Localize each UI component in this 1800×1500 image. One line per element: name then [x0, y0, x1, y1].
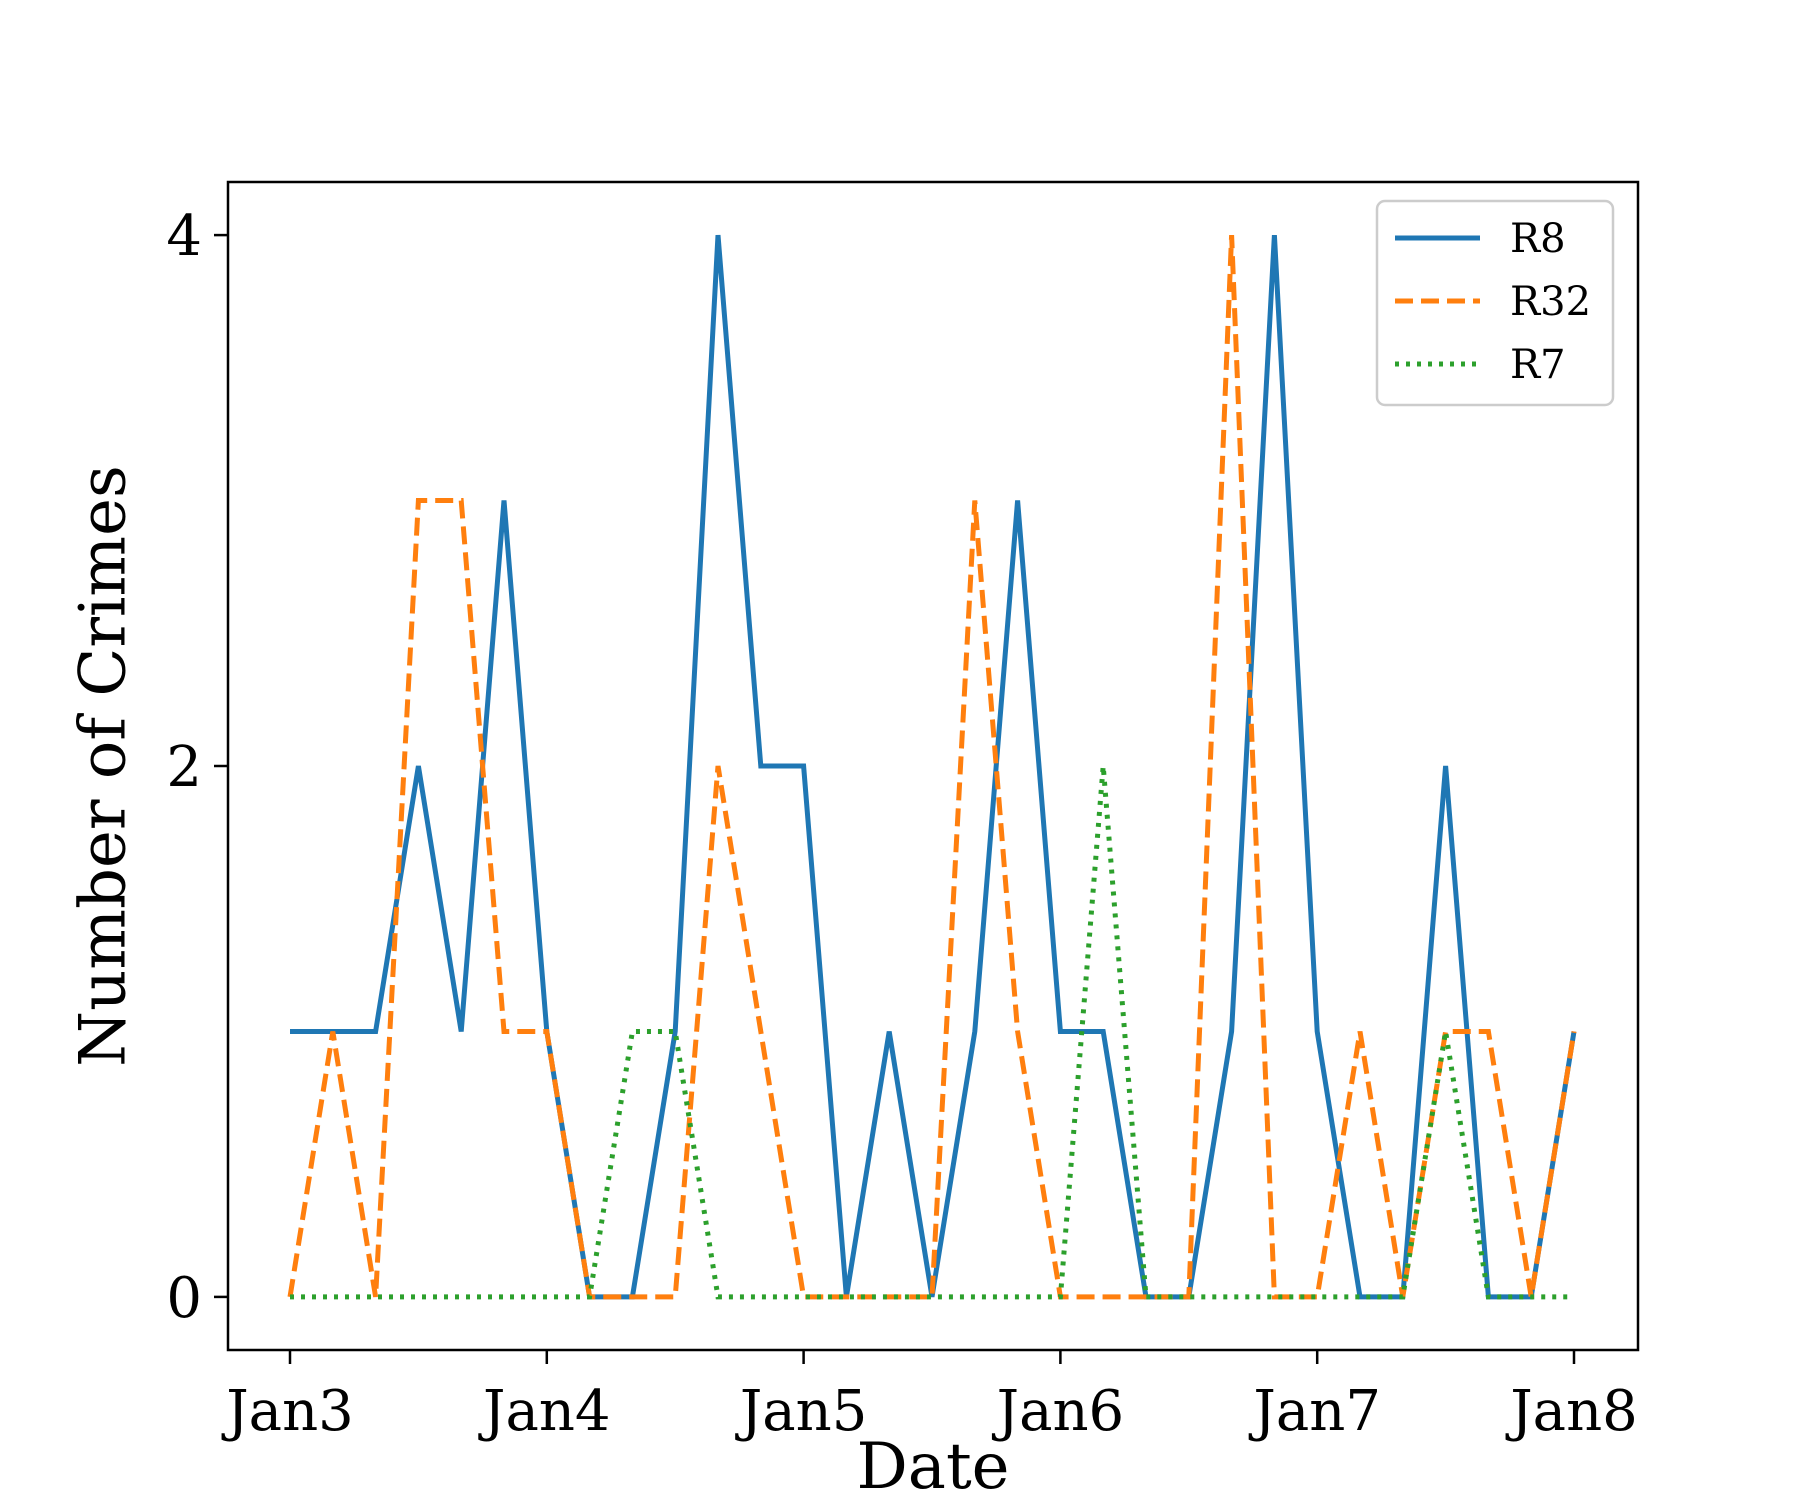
legend-box — [1375, 199, 1615, 407]
x-tick-label: Jan4 — [478, 1379, 611, 1444]
x-axis: Jan3 Jan4 Jan5 Jan6 Jan7 Jan8 — [221, 1350, 1638, 1444]
series-layer — [287, 234, 1577, 1300]
x-axis-title: Date — [856, 1430, 1009, 1500]
y-tick-label: 2 — [166, 735, 202, 800]
y-axis-title: Number of Crimes — [67, 465, 141, 1067]
x-tick-label: Jan6 — [992, 1379, 1125, 1444]
series-line-r32 — [287, 234, 1577, 1300]
legend-label-r7: R7 — [1510, 342, 1566, 388]
legend-label-r8: R8 — [1510, 216, 1566, 262]
y-tick-label: 0 — [166, 1266, 202, 1331]
y-axis: 0 2 4 — [166, 204, 228, 1331]
legend: R8 R32 R7 — [1375, 199, 1615, 407]
series-line-r7 — [290, 765, 1574, 1300]
x-tick-label: Jan3 — [221, 1379, 354, 1444]
x-tick-label: Jan7 — [1248, 1379, 1381, 1444]
series-line-r8 — [290, 234, 1577, 1300]
x-tick-label: Jan5 — [735, 1379, 868, 1444]
y-tick-label: 4 — [166, 204, 202, 269]
legend-label-r32: R32 — [1510, 279, 1591, 325]
x-tick-label: Jan8 — [1505, 1379, 1638, 1444]
